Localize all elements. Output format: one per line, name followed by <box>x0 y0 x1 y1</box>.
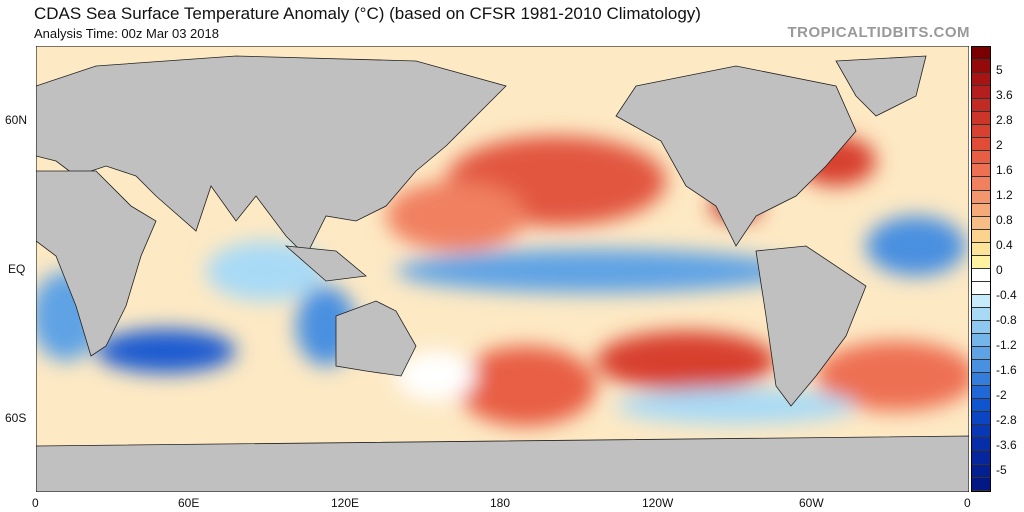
colorbar-bin <box>972 464 990 478</box>
x-tick: 120W <box>642 496 674 510</box>
colorbar-bin <box>972 112 990 126</box>
colorbar-bin <box>972 151 990 165</box>
colorbar-label: -1.6 <box>996 363 1017 377</box>
colorbar-label: 3.6 <box>996 88 1013 102</box>
colorbar-label: -5 <box>996 463 1007 477</box>
warm-anomaly-west-pacific <box>386 181 526 251</box>
colorbar <box>971 46 991 492</box>
colorbar-label: 2 <box>996 138 1003 152</box>
land-greenland <box>835 55 927 117</box>
colorbar-label: -2.8 <box>996 413 1017 427</box>
land-south-america <box>755 245 867 407</box>
y-tick: 60N <box>5 113 28 127</box>
colorbar-bin <box>972 399 990 413</box>
colorbar-label: -0.8 <box>996 313 1017 327</box>
colorbar-bin <box>972 242 990 256</box>
cool-anomaly-equatorial-pacific <box>396 249 796 293</box>
land-eurasia <box>36 55 507 257</box>
colorbar-bin <box>972 125 990 139</box>
colorbar-bin <box>972 60 990 74</box>
colorbar-bin <box>972 307 990 321</box>
colorbar-bin <box>972 360 990 374</box>
cool-anomaly-south-indian-ocean <box>96 329 236 373</box>
y-tick: EQ <box>8 262 26 276</box>
warm-anomaly-south-atlantic <box>816 341 969 411</box>
colorbar-bin <box>972 86 990 100</box>
colorbar-bin <box>972 412 990 426</box>
land-antarctica <box>36 435 969 492</box>
colorbar-bin <box>972 294 990 308</box>
colorbar-bin <box>972 73 990 87</box>
y-tick: 60S <box>5 411 27 425</box>
colorbar-bin <box>972 386 990 400</box>
colorbar-bin <box>972 138 990 152</box>
x-tick: 60W <box>799 496 824 510</box>
colorbar-bin <box>972 164 990 178</box>
colorbar-bin <box>972 281 990 295</box>
colorbar-bin <box>972 99 990 113</box>
colorbar-label: 5 <box>996 63 1003 77</box>
x-tick: 60E <box>178 496 200 510</box>
warm-anomaly-southwest-pacific <box>456 346 596 426</box>
colorbar-bin <box>972 255 990 269</box>
x-tick: 180 <box>490 496 511 510</box>
x-tick: 120E <box>331 496 360 510</box>
colorbar-bin <box>972 373 990 387</box>
colorbar-bin <box>972 425 990 439</box>
sst-anomaly-map <box>36 46 969 492</box>
land-north-america <box>615 65 857 247</box>
colorbar-bin <box>972 268 990 282</box>
colorbar-bin <box>972 203 990 217</box>
cool-anomaly-tropical-atlantic <box>866 216 966 276</box>
colorbar-label: -0.4 <box>996 288 1017 302</box>
colorbar-bin <box>972 47 990 61</box>
cool-anomaly-southern-ocean <box>616 388 856 424</box>
chart-title: CDAS Sea Surface Temperature Anomaly (°C… <box>34 4 701 23</box>
colorbar-label: 0 <box>996 263 1003 277</box>
colorbar-bin <box>972 320 990 335</box>
land-indonesia <box>284 245 367 282</box>
colorbar-bin <box>972 229 990 243</box>
x-tick: 0 <box>964 496 971 510</box>
warm-anomaly-south-pacific <box>596 331 776 391</box>
colorbar-bin <box>972 347 990 361</box>
colorbar-label: 1.2 <box>996 188 1013 202</box>
colorbar-label: -1.2 <box>996 338 1017 352</box>
colorbar-label: 0.8 <box>996 213 1013 227</box>
colorbar-bin <box>972 438 990 452</box>
land-australia <box>335 300 417 377</box>
colorbar-label: 2.8 <box>996 113 1013 127</box>
x-tick: 0 <box>32 496 39 510</box>
colorbar-label: -3.6 <box>996 438 1017 452</box>
land <box>36 55 969 492</box>
colorbar-label: -2 <box>996 388 1007 402</box>
colorbar-bin <box>972 451 990 465</box>
brand-watermark: TROPICALTIDBITS.COM <box>787 24 970 41</box>
cool-anomaly-indian-ocean <box>206 241 326 301</box>
colorbar-label: 0.4 <box>996 238 1013 252</box>
colorbar-label: 1.6 <box>996 163 1013 177</box>
analysis-time: Analysis Time: 00z Mar 03 2018 <box>34 26 219 41</box>
colorbar-bin <box>972 177 990 191</box>
land-africa <box>36 170 157 357</box>
neutral-anomaly-tasman-sea <box>396 351 476 401</box>
colorbar-bin <box>972 190 990 204</box>
colorbar-bin <box>972 216 990 230</box>
colorbar-bin <box>972 334 990 348</box>
colorbar-bin <box>972 477 990 491</box>
